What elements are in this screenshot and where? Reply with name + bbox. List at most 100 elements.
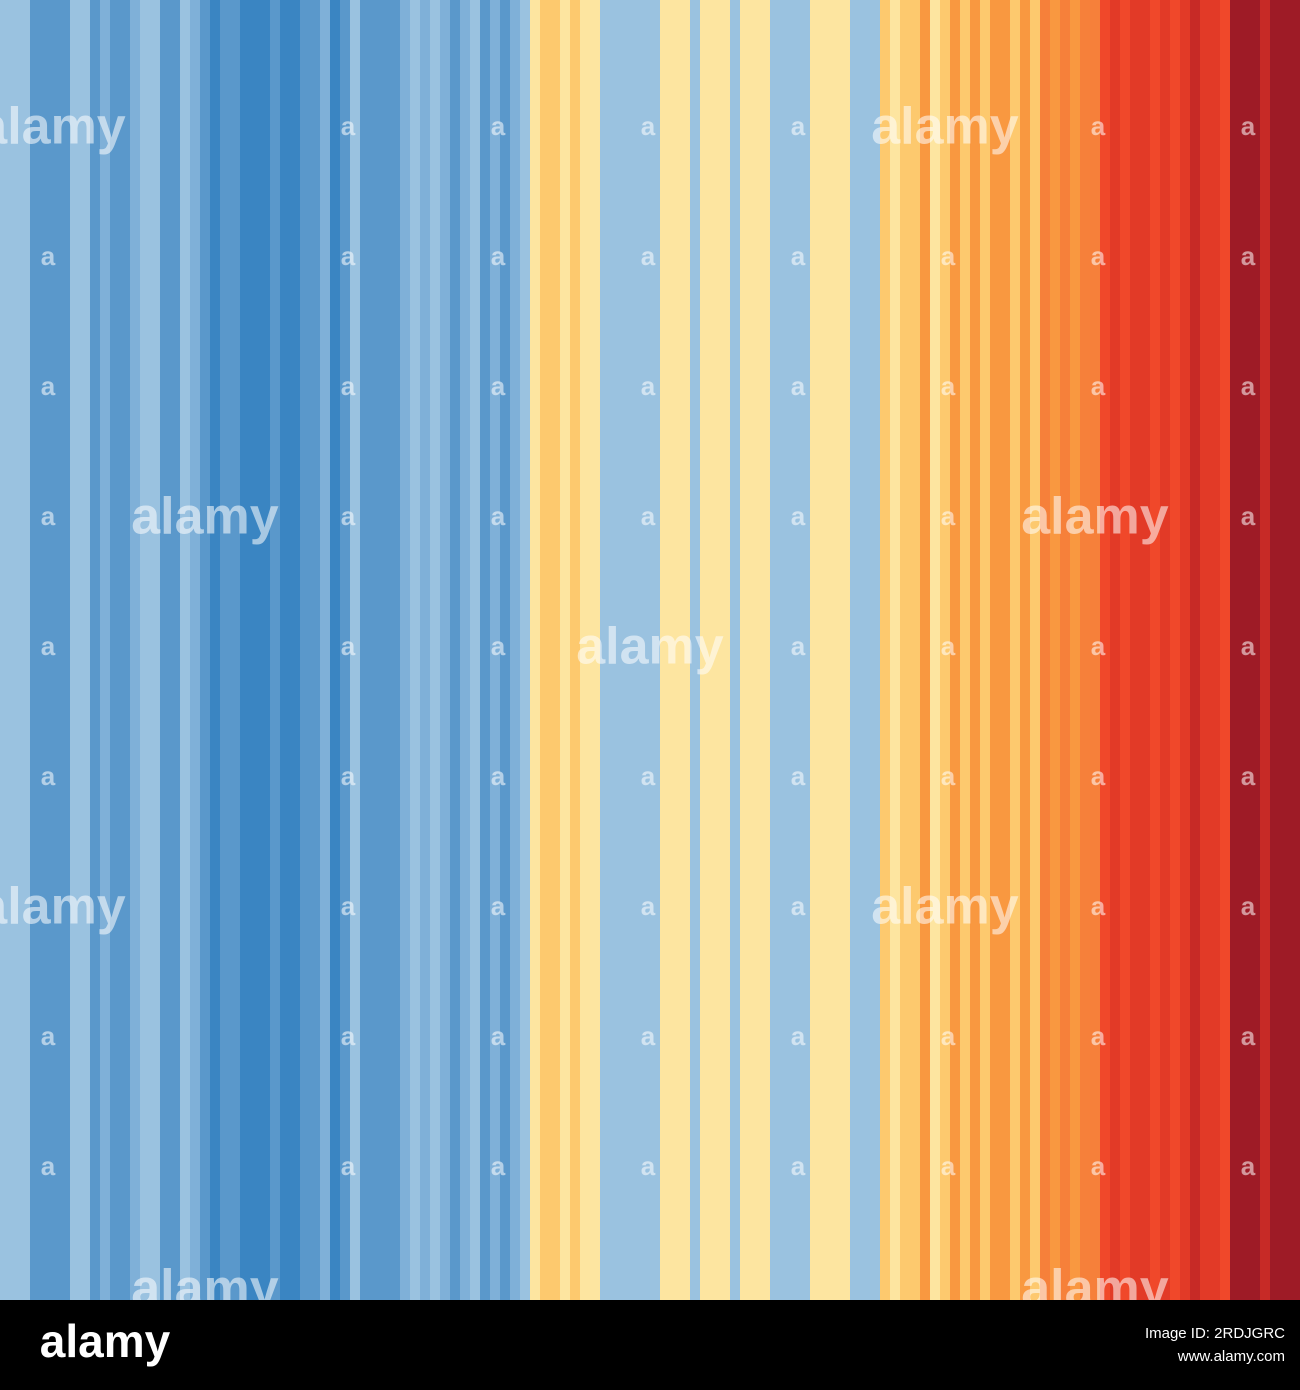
watermark-mark: a	[341, 1151, 356, 1181]
stripe	[1140, 0, 1151, 1300]
stripe	[1220, 0, 1231, 1300]
footer-url: www.alamy.com	[1177, 1348, 1285, 1365]
footer-logo: alamy	[40, 1315, 171, 1367]
stripe	[120, 0, 131, 1300]
stripe	[590, 0, 601, 1300]
stripe	[500, 0, 511, 1300]
stripe	[850, 0, 861, 1300]
stripe	[360, 0, 371, 1300]
watermark-logo: alamy	[871, 878, 1019, 936]
stripe	[1290, 0, 1300, 1300]
footer-bar	[0, 1300, 1300, 1390]
watermark-mark: a	[641, 1151, 656, 1181]
image-id: Image ID: 2RDJGRC	[1145, 1325, 1285, 1342]
watermark-mark: a	[1091, 1151, 1106, 1181]
stripe	[1200, 0, 1211, 1300]
stripe	[280, 0, 291, 1300]
stripe	[10, 0, 21, 1300]
watermark-mark: a	[941, 1021, 956, 1051]
watermark-mark: a	[791, 631, 806, 661]
stripe	[570, 0, 581, 1300]
watermark-mark: a	[491, 891, 506, 921]
stripe	[1190, 0, 1201, 1300]
stripe	[400, 0, 411, 1300]
watermark-mark: a	[1241, 501, 1256, 531]
watermark-mark: a	[791, 1021, 806, 1051]
stripe	[430, 0, 441, 1300]
stripe	[1110, 0, 1121, 1300]
stripe	[1040, 0, 1051, 1300]
watermark-mark: a	[341, 371, 356, 401]
stripe	[230, 0, 241, 1300]
stripe	[180, 0, 191, 1300]
stripe	[870, 0, 881, 1300]
stripe	[860, 0, 871, 1300]
watermark-mark: a	[791, 891, 806, 921]
stripe	[380, 0, 391, 1300]
stripe	[420, 0, 431, 1300]
stripe	[30, 0, 41, 1300]
stripe	[660, 0, 671, 1300]
stripe	[960, 0, 971, 1300]
watermark-mark: a	[1241, 111, 1256, 141]
watermark-mark: a	[341, 1021, 356, 1051]
watermark-mark: a	[791, 501, 806, 531]
watermark-mark: a	[941, 371, 956, 401]
stripe	[1230, 0, 1241, 1300]
stripe	[1270, 0, 1281, 1300]
stripe	[150, 0, 161, 1300]
watermark-mark: a	[1241, 631, 1256, 661]
stripe	[1060, 0, 1071, 1300]
watermark-mark: a	[1241, 371, 1256, 401]
stripe	[820, 0, 831, 1300]
stripe	[250, 0, 261, 1300]
stripe	[1250, 0, 1261, 1300]
stripe	[20, 0, 31, 1300]
stripe	[1080, 0, 1091, 1300]
stripe	[600, 0, 611, 1300]
stripe	[710, 0, 721, 1300]
stripe	[730, 0, 741, 1300]
watermark-mark: a	[41, 1151, 56, 1181]
stripe	[790, 0, 801, 1300]
watermark-mark: a	[791, 111, 806, 141]
stripe	[370, 0, 381, 1300]
watermark-mark: a	[1091, 241, 1106, 271]
watermark-mark: a	[491, 1021, 506, 1051]
stripe	[50, 0, 61, 1300]
stripe	[460, 0, 471, 1300]
watermark-mark: a	[1091, 891, 1106, 921]
watermark-mark: a	[941, 1151, 956, 1181]
watermark-logo: alamy	[131, 488, 279, 546]
watermark-mark: a	[641, 241, 656, 271]
stripe	[490, 0, 501, 1300]
stripe	[620, 0, 631, 1300]
stripe	[260, 0, 271, 1300]
stripe	[610, 0, 621, 1300]
stripe	[950, 0, 961, 1300]
stripe	[300, 0, 311, 1300]
stripe	[240, 0, 251, 1300]
stripe	[760, 0, 771, 1300]
watermark-mark: a	[791, 1151, 806, 1181]
stripes	[0, 0, 1300, 1300]
watermark-mark: a	[1241, 1021, 1256, 1051]
watermark-logo: alamy	[0, 878, 126, 936]
stripe	[440, 0, 451, 1300]
stripe	[130, 0, 141, 1300]
stripe	[800, 0, 811, 1300]
stripe	[480, 0, 491, 1300]
stripe	[530, 0, 541, 1300]
stripe	[1280, 0, 1291, 1300]
stripe	[190, 0, 201, 1300]
watermark-mark: a	[41, 241, 56, 271]
watermark-mark: a	[1241, 241, 1256, 271]
stripe	[470, 0, 481, 1300]
watermark-mark: a	[641, 501, 656, 531]
watermark-mark: a	[1091, 111, 1106, 141]
stripe	[840, 0, 851, 1300]
watermark-mark: a	[491, 1151, 506, 1181]
watermark-mark: a	[1091, 631, 1106, 661]
stripe	[1020, 0, 1031, 1300]
stripe	[210, 0, 221, 1300]
